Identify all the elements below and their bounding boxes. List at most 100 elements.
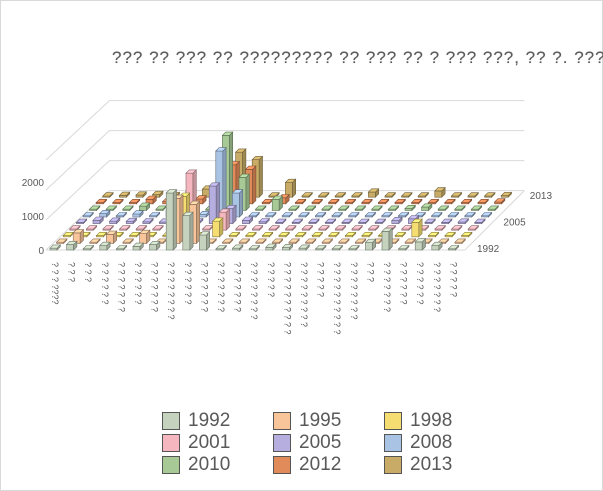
- bar-top: [314, 212, 327, 217]
- bar-2005-16: [324, 218, 337, 225]
- bar-2005-5: [142, 217, 154, 225]
- bar-2013-25: [500, 191, 513, 198]
- bar-1992-12: [231, 244, 244, 251]
- bar-top: [281, 212, 294, 217]
- bar-top: [367, 188, 380, 193]
- bar-2001-9: [201, 224, 214, 231]
- bar-top: [444, 199, 456, 203]
- bar-front: [365, 242, 373, 251]
- bar-2010-24: [470, 205, 483, 212]
- category-label: ? ? ? ? ?: [316, 262, 326, 297]
- bar-top: [361, 232, 374, 236]
- bar-top: [434, 225, 447, 230]
- bar-2005-17: [341, 218, 354, 225]
- bar-top: [231, 189, 244, 194]
- bar-top: [331, 245, 344, 250]
- bar-2008-18: [364, 211, 377, 218]
- bar-2001-4: [118, 224, 131, 231]
- bar-top: [138, 202, 151, 207]
- bar-1998-19: [361, 231, 374, 238]
- bar-top: [244, 165, 257, 170]
- bar-1992-3: [82, 244, 95, 251]
- bar-side: [252, 165, 257, 205]
- bar-1995-15: [288, 238, 301, 245]
- bar-top: [151, 190, 164, 195]
- bar-top: [135, 191, 148, 196]
- bar-1992-20: [364, 238, 377, 251]
- bar-2005-18: [357, 218, 370, 225]
- bar-2001-17: [334, 224, 347, 231]
- bar-2008-2: [98, 209, 111, 218]
- bar-top: [122, 205, 134, 210]
- bar-top: [211, 217, 224, 222]
- bar-1995-14: [271, 238, 284, 245]
- bar-1992-1: [49, 244, 62, 251]
- bar-top: [427, 199, 440, 203]
- bar-front: [271, 199, 280, 211]
- bar-top: [198, 231, 211, 236]
- bar-top: [284, 178, 297, 183]
- bar-2013-18: [384, 191, 397, 198]
- bar-1992-6: [132, 242, 145, 251]
- bar-2013-14: [317, 191, 330, 198]
- bar-top: [460, 199, 473, 203]
- bar-2010-16: [337, 205, 350, 212]
- bar-2010-21: [420, 203, 433, 212]
- bar-1995-22: [404, 238, 417, 245]
- bar-2008-22: [430, 211, 443, 218]
- bar-2008-25: [480, 211, 493, 218]
- bar-2012-17: [361, 198, 373, 205]
- bar-top: [431, 241, 443, 246]
- bar-1992-22: [397, 244, 410, 251]
- bar-front: [414, 241, 423, 251]
- category-label: ? ? ? ? ? ?: [399, 262, 409, 305]
- bar-front: [431, 245, 440, 251]
- bar-top: [251, 225, 264, 230]
- bar-top: [334, 225, 347, 230]
- bar-2001-3: [102, 224, 115, 231]
- legend-swatch: [273, 412, 291, 430]
- y-tick-label: 1000: [22, 212, 45, 223]
- bar-top: [255, 238, 267, 243]
- bar-front: [368, 191, 376, 198]
- bar-top: [424, 218, 437, 223]
- bar-top: [414, 238, 427, 243]
- legend-label: 2013: [410, 454, 453, 475]
- bar-1998-16: [311, 231, 324, 238]
- bar-2008-5: [148, 211, 161, 218]
- bar-top: [188, 200, 201, 205]
- bar-1998-14: [278, 231, 291, 238]
- bar-2013-12: [284, 178, 297, 198]
- bar-front: [99, 213, 107, 218]
- bar-2005-20: [391, 216, 403, 225]
- bar-front: [125, 221, 134, 224]
- bar-front: [132, 213, 141, 218]
- bar-top: [454, 205, 466, 210]
- bar-front: [265, 247, 274, 251]
- bar-top: [225, 205, 237, 209]
- bar-2001-5: [135, 224, 148, 231]
- bar-top: [145, 195, 158, 200]
- bar-top: [414, 212, 427, 217]
- bar-2001-24: [450, 224, 463, 231]
- bar-top: [288, 238, 301, 243]
- bar-top: [85, 225, 98, 230]
- bar-top: [284, 225, 297, 230]
- bar-2012-16: [344, 198, 357, 205]
- bar-1992-19: [348, 244, 360, 251]
- bar-top: [361, 199, 373, 203]
- bar-1995-11: [221, 238, 234, 245]
- bar-front: [411, 222, 420, 238]
- legend-label: 2008: [410, 432, 453, 453]
- floor-right-edge: [464, 190, 525, 251]
- bar-front: [198, 214, 207, 218]
- bar-front: [132, 246, 141, 251]
- category-label: ? ? ? ? ? ?: [183, 262, 193, 305]
- bar-top: [334, 192, 347, 197]
- bar-1998-10: [211, 217, 224, 238]
- bar-front: [182, 215, 191, 251]
- bar-2010-11: [254, 205, 267, 212]
- bar-2008-1: [82, 211, 95, 218]
- bar-top: [437, 205, 450, 210]
- bar-top: [318, 225, 330, 230]
